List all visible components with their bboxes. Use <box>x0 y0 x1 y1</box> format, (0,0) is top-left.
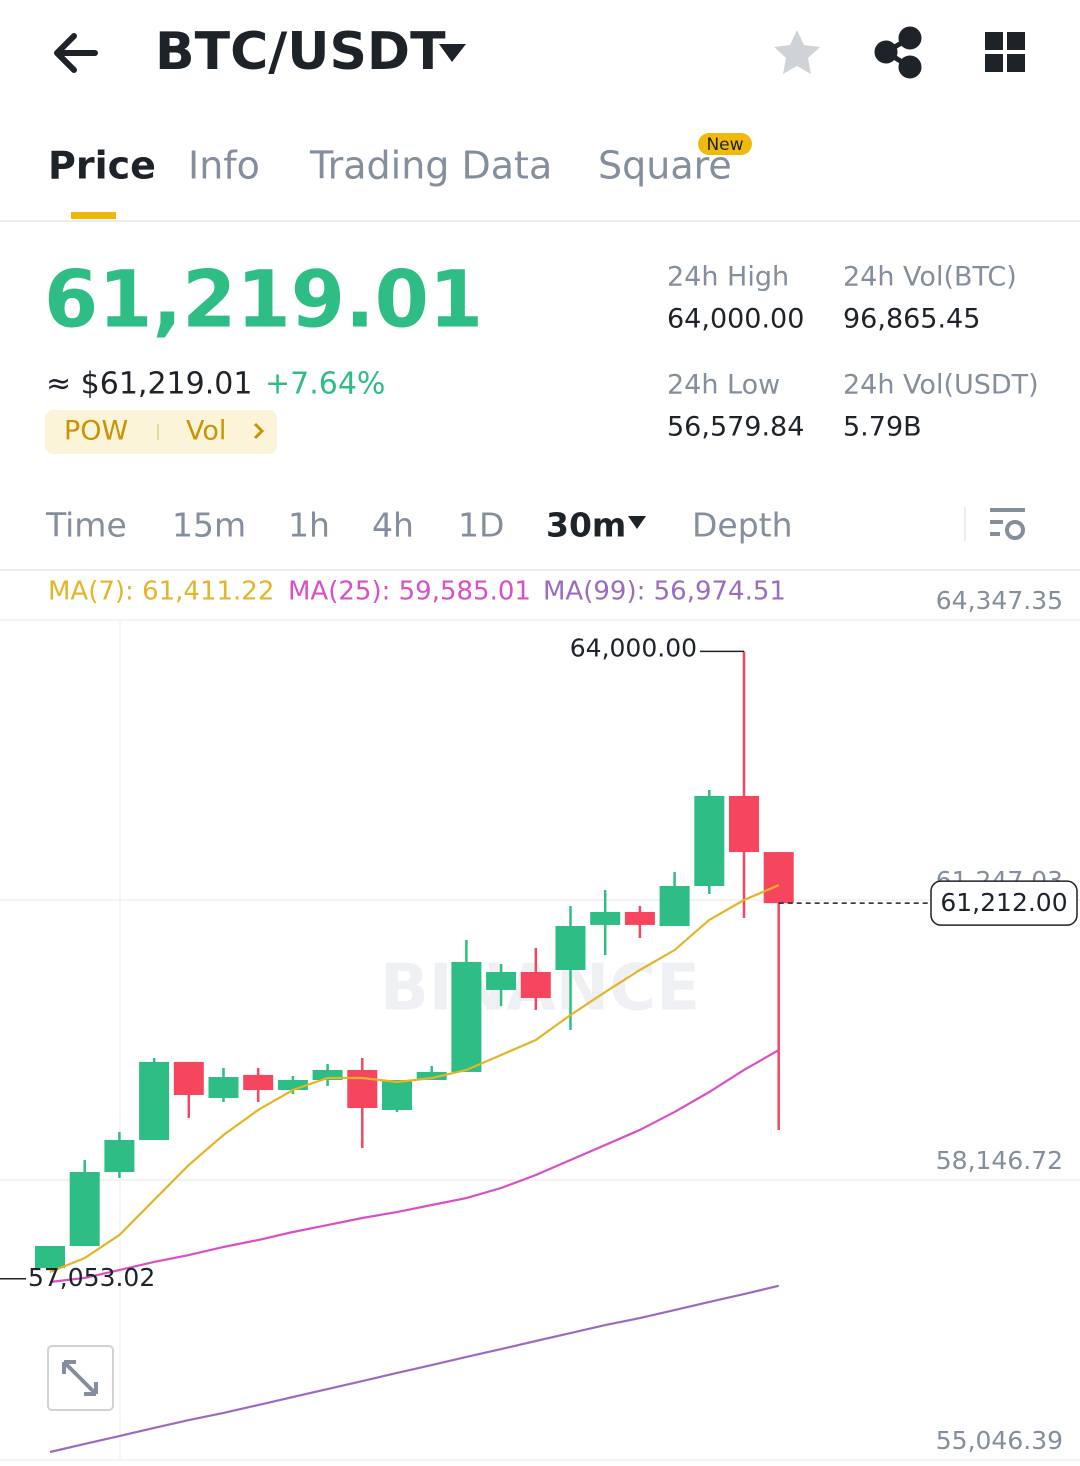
share-icon[interactable] <box>874 26 922 79</box>
tag-chevron <box>253 422 265 440</box>
low-label: 57,053.02 <box>28 1263 155 1292</box>
tab[interactable]: Trading Data <box>309 144 552 188</box>
candle-body <box>173 1061 204 1095</box>
y-tick-label: 64,347.35 <box>936 586 1063 615</box>
back-button[interactable] <box>54 33 98 73</box>
candle-body <box>486 971 517 990</box>
stat-label: 24h Vol(BTC) <box>843 262 1017 293</box>
ma-legend: MA(7): 61,411.22 <box>48 577 274 607</box>
tag[interactable]: Vol <box>186 416 226 447</box>
interval-tab[interactable]: 4h <box>372 506 414 545</box>
stat-label: 24h Low <box>667 370 780 401</box>
tab[interactable]: Square <box>598 144 732 188</box>
new-badge <box>698 133 752 155</box>
stat-value: 96,865.45 <box>843 304 980 335</box>
candle-body <box>590 912 621 925</box>
candle-body <box>104 1139 135 1173</box>
candle-body <box>624 912 655 925</box>
candle-body <box>35 1245 65 1269</box>
candle-body <box>729 795 759 853</box>
chart: BINANCE55,046.3958,146.7261,247.0364,347… <box>0 577 1080 1461</box>
y-tick-label: 55,046.39 <box>936 1426 1063 1455</box>
candle-body <box>139 1061 170 1140</box>
indicator-settings-icon[interactable] <box>990 508 1025 540</box>
interval-tab[interactable]: Depth <box>692 506 793 545</box>
interval-tab[interactable]: 15m <box>172 506 246 545</box>
favorite-icon[interactable] <box>774 30 820 74</box>
candle-body <box>520 971 551 998</box>
interval-dropdown[interactable] <box>628 516 646 529</box>
tab[interactable]: Info <box>188 144 260 188</box>
interval-tab[interactable]: 1D <box>458 506 504 545</box>
y-tick-label: 58,146.72 <box>936 1146 1063 1175</box>
interval-tab[interactable]: 1h <box>288 506 330 545</box>
candle-body <box>208 1077 239 1098</box>
candle-body <box>312 1069 343 1080</box>
candle-body <box>69 1172 100 1246</box>
approx-usd: ≈ $61,219.01 <box>46 367 252 402</box>
last-price-box <box>930 880 1078 926</box>
high-label: 64,000.00 <box>570 633 697 662</box>
ma-line <box>49 884 780 1274</box>
candle-body <box>347 1069 378 1108</box>
tag[interactable]: POW <box>64 416 128 447</box>
candle-body <box>555 926 586 970</box>
ma-line <box>49 1284 779 1454</box>
stat-label: 24h Vol(USDT) <box>843 370 1039 401</box>
last-price: 61,219.01 <box>44 255 483 345</box>
ma-legend: MA(25): 59,585.01 <box>288 577 531 607</box>
stat-label: 24h High <box>667 262 789 293</box>
ma-line <box>49 1049 780 1284</box>
tag-pill[interactable] <box>45 410 277 454</box>
stat-value: 64,000.00 <box>667 304 804 335</box>
pair-dropdown[interactable] <box>439 44 466 62</box>
candle-body <box>277 1079 308 1091</box>
pair-title[interactable]: BTC/USDT <box>155 22 446 82</box>
candle-body <box>694 795 725 887</box>
candle-body <box>243 1074 274 1091</box>
layout-icon[interactable] <box>985 32 1025 72</box>
tab-indicator <box>71 212 116 219</box>
interval-tab[interactable]: 30m <box>546 506 626 545</box>
stat-value: 56,579.84 <box>667 412 804 443</box>
candle-body <box>763 852 794 904</box>
last-price-label: 61,212.00 <box>940 888 1067 917</box>
tab[interactable]: Price <box>48 144 156 188</box>
new-badge-text: New <box>706 135 743 155</box>
stat-value: 5.79B <box>843 412 922 443</box>
ma-legend: MA(99): 56,974.51 <box>543 577 786 607</box>
interval-tab[interactable]: Time <box>45 506 127 545</box>
candle-body <box>659 886 690 927</box>
expand-button[interactable] <box>47 1345 114 1411</box>
candle-body <box>451 961 482 1072</box>
price-change: +7.64% <box>265 367 385 402</box>
candle-body <box>382 1079 412 1110</box>
candle-body <box>416 1071 447 1080</box>
